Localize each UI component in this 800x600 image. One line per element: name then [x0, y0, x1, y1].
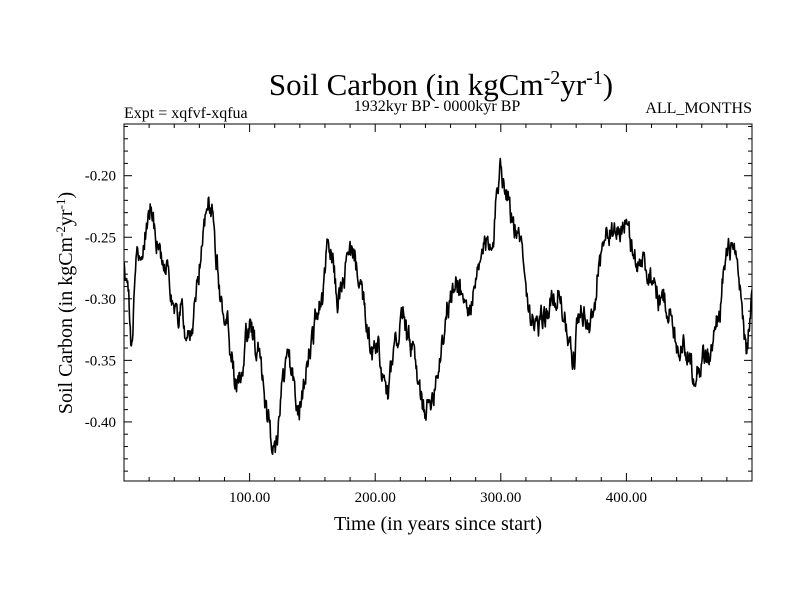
y-tick-label: -0.25: [85, 230, 116, 246]
x-tick-label: 200.00: [355, 490, 396, 506]
soil-carbon-chart: Soil Carbon (in kgCm-2yr-1) Expt = xqfvf…: [0, 0, 800, 600]
x-axis-label: Time (in years since start): [334, 513, 542, 535]
x-tick-label: 100.00: [229, 490, 270, 506]
y-tick-label: -0.35: [85, 353, 116, 369]
x-tick-label: 300.00: [480, 490, 521, 506]
chart-title: Soil Carbon (in kgCm-2yr-1): [269, 67, 613, 102]
y-tick-label: -0.30: [85, 292, 116, 308]
y-axis-label: Soil Carbon (in kgCm-2yr-1): [53, 192, 78, 414]
y-tick-label: -0.20: [85, 169, 116, 185]
subtitle-time-range: 1932kyr BP - 0000kyr BP: [354, 98, 521, 115]
subtitle-months: ALL_MONTHS: [645, 100, 752, 117]
y-tick-label: -0.40: [85, 415, 116, 431]
x-tick-label: 400.00: [606, 490, 647, 506]
subtitle-experiment: Expt = xqfvf-xqfua: [124, 105, 248, 122]
